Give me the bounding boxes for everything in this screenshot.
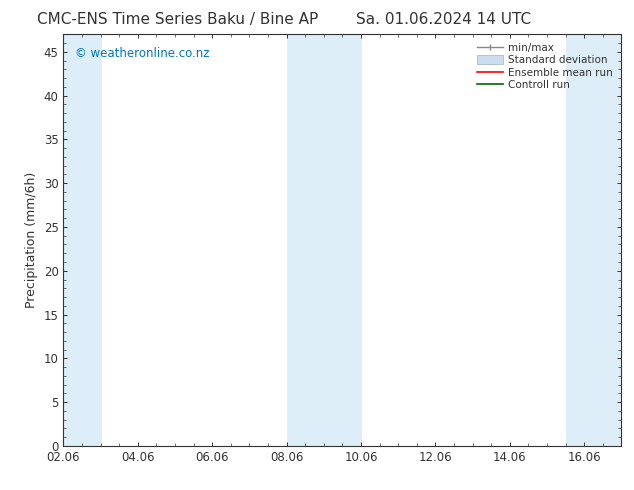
Bar bbox=[566, 34, 621, 446]
Bar bbox=[287, 34, 361, 446]
Text: CMC-ENS Time Series Baku / Bine AP: CMC-ENS Time Series Baku / Bine AP bbox=[37, 12, 318, 27]
Text: Sa. 01.06.2024 14 UTC: Sa. 01.06.2024 14 UTC bbox=[356, 12, 531, 27]
Legend: min/max, Standard deviation, Ensemble mean run, Controll run: min/max, Standard deviation, Ensemble me… bbox=[474, 40, 616, 94]
Bar bbox=[63, 34, 101, 446]
Y-axis label: Precipitation (mm/6h): Precipitation (mm/6h) bbox=[25, 172, 38, 308]
Text: © weatheronline.co.nz: © weatheronline.co.nz bbox=[75, 47, 209, 60]
